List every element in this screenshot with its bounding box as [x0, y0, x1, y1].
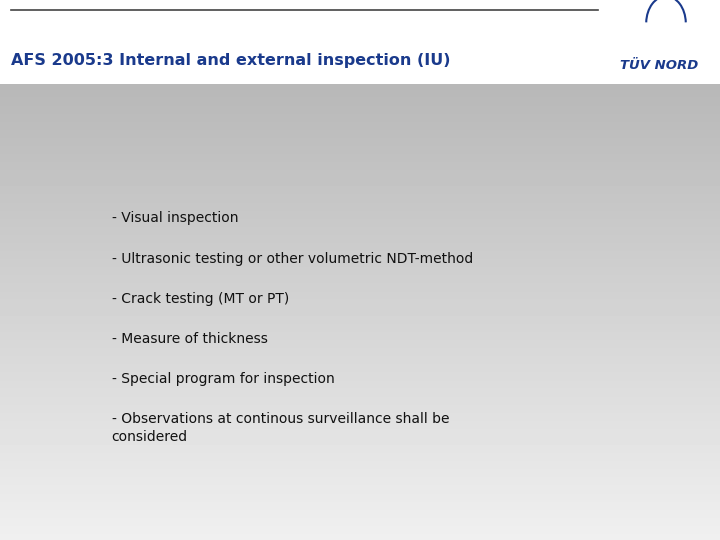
- Text: - Observations at continous surveillance shall be
considered: - Observations at continous surveillance…: [112, 412, 449, 443]
- Text: - Special program for inspection: - Special program for inspection: [112, 372, 334, 386]
- Text: - Visual inspection: - Visual inspection: [112, 212, 238, 226]
- Text: AFS 2005:3 Internal and external inspection (IU): AFS 2005:3 Internal and external inspect…: [11, 53, 450, 68]
- Text: - Crack testing (MT or PT): - Crack testing (MT or PT): [112, 292, 289, 306]
- Text: TÜV NORD: TÜV NORD: [620, 59, 698, 72]
- Text: - Ultrasonic testing or other volumetric NDT-method: - Ultrasonic testing or other volumetric…: [112, 252, 473, 266]
- Text: - Measure of thickness: - Measure of thickness: [112, 332, 267, 346]
